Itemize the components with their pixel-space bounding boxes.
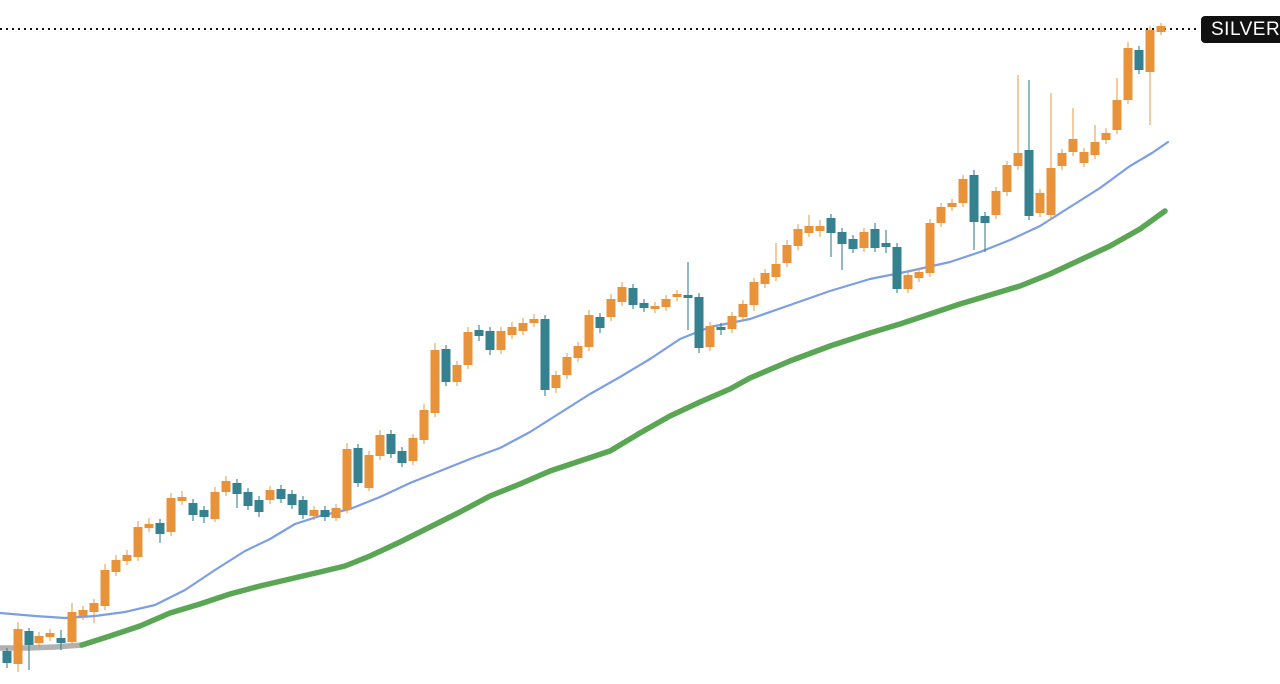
symbol-label-text: SILVER: [1211, 18, 1280, 40]
symbol-label: SILVER: [1201, 16, 1280, 43]
